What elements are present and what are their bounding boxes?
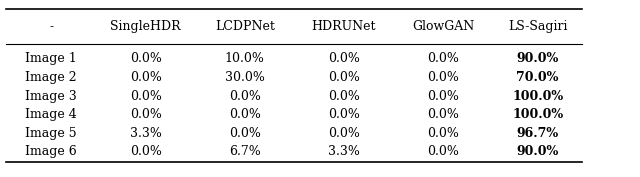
Text: 0.0%: 0.0%: [428, 108, 459, 121]
Text: Image 3: Image 3: [26, 90, 77, 102]
Text: 0.0%: 0.0%: [328, 52, 360, 65]
Text: 0.0%: 0.0%: [328, 90, 360, 102]
Text: 0.0%: 0.0%: [130, 145, 161, 158]
Text: 0.0%: 0.0%: [130, 52, 161, 65]
Text: 0.0%: 0.0%: [328, 127, 360, 140]
Text: LS-Sagiri: LS-Sagiri: [508, 20, 567, 33]
Text: 0.0%: 0.0%: [328, 71, 360, 84]
Text: 0.0%: 0.0%: [130, 108, 161, 121]
Text: 90.0%: 90.0%: [516, 145, 559, 158]
Text: HDRUNet: HDRUNet: [312, 20, 376, 33]
Text: 100.0%: 100.0%: [512, 108, 563, 121]
Text: 0.0%: 0.0%: [130, 71, 161, 84]
Text: 0.0%: 0.0%: [328, 108, 360, 121]
Text: Image 5: Image 5: [26, 127, 77, 140]
Text: -: -: [49, 20, 53, 33]
Text: 70.0%: 70.0%: [516, 71, 559, 84]
Text: 0.0%: 0.0%: [428, 90, 459, 102]
Text: 6.7%: 6.7%: [229, 145, 260, 158]
Text: Image 6: Image 6: [26, 145, 77, 158]
Text: Image 4: Image 4: [26, 108, 77, 121]
Text: 0.0%: 0.0%: [428, 52, 459, 65]
Text: 30.0%: 30.0%: [225, 71, 265, 84]
Text: 0.0%: 0.0%: [130, 90, 161, 102]
Text: 3.3%: 3.3%: [130, 127, 161, 140]
Text: 0.0%: 0.0%: [428, 127, 459, 140]
Text: Image 2: Image 2: [26, 71, 77, 84]
Text: Image 1: Image 1: [26, 52, 77, 65]
Text: 0.0%: 0.0%: [229, 108, 260, 121]
Text: 0.0%: 0.0%: [229, 127, 260, 140]
Text: 90.0%: 90.0%: [516, 52, 559, 65]
Text: LCDPNet: LCDPNet: [215, 20, 275, 33]
Text: 0.0%: 0.0%: [428, 71, 459, 84]
Text: 10.0%: 10.0%: [225, 52, 265, 65]
Text: 0.0%: 0.0%: [229, 90, 260, 102]
Text: 100.0%: 100.0%: [512, 90, 563, 102]
Text: 0.0%: 0.0%: [428, 145, 459, 158]
Text: 3.3%: 3.3%: [328, 145, 360, 158]
Text: GlowGAN: GlowGAN: [412, 20, 474, 33]
Text: 96.7%: 96.7%: [516, 127, 559, 140]
Text: SingleHDR: SingleHDR: [110, 20, 181, 33]
